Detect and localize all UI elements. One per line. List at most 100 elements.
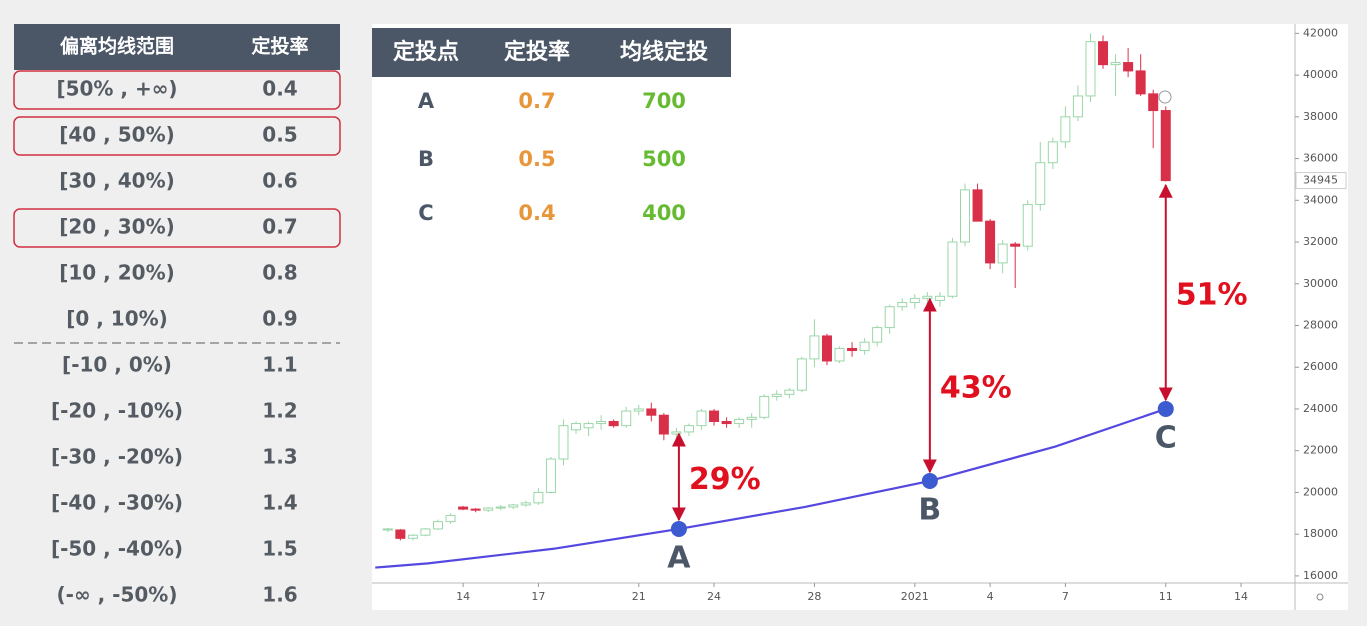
y-tick-label: 42000 xyxy=(1303,26,1338,39)
candle-body xyxy=(671,431,682,435)
x-tick-label: 28 xyxy=(807,590,821,603)
rate-cell: 0.9 xyxy=(262,307,297,331)
x-tick-label: 14 xyxy=(456,590,470,603)
candle-body xyxy=(972,189,983,222)
row-highlight xyxy=(13,116,341,156)
overlay-cell: 500 xyxy=(642,147,686,171)
overlay-header-cell: 均线定投 xyxy=(620,39,708,65)
range-cell: [-50 , -40%) xyxy=(51,537,183,561)
last-price-box xyxy=(1295,172,1347,190)
range-cell: [-30 , -20%) xyxy=(51,445,183,469)
y-tick-label: 30000 xyxy=(1303,277,1338,290)
settings-icon xyxy=(1316,593,1324,601)
candle-body xyxy=(533,491,544,504)
range-cell: [-10 , 0%) xyxy=(62,353,172,377)
candle-body xyxy=(872,327,883,343)
candle-body xyxy=(947,241,958,297)
x-tick-label: 11 xyxy=(1159,590,1173,603)
range-cell: [-20 , -10%) xyxy=(51,399,183,423)
x-tick-label: 2021 xyxy=(901,590,929,603)
candle-body xyxy=(433,521,444,530)
range-cell: (-∞ , -50%) xyxy=(57,583,178,607)
candle-body xyxy=(959,189,970,243)
gap-label: 51% xyxy=(1176,278,1248,313)
candle-body xyxy=(1072,95,1083,118)
candle-body xyxy=(558,425,569,460)
moving-average xyxy=(375,407,1167,569)
point-label: C xyxy=(1155,420,1177,455)
point xyxy=(1157,400,1174,417)
candle-body xyxy=(420,528,431,536)
overlay-cell: C xyxy=(418,201,433,225)
gap-label: 43% xyxy=(940,371,1012,406)
x-tick-label: 17 xyxy=(531,590,545,603)
candle-body xyxy=(859,341,870,352)
overlay-cell: B xyxy=(418,147,434,171)
candle-body xyxy=(1060,116,1071,143)
candle-body xyxy=(834,347,845,362)
chart-panel xyxy=(372,24,1348,610)
overlay-cell: 0.7 xyxy=(518,89,555,113)
candle-body xyxy=(1135,70,1146,95)
candle-body xyxy=(847,347,858,352)
last-price-label: 34945 xyxy=(1303,174,1338,187)
range-cell: [20 , 30%) xyxy=(59,215,175,239)
candle-body xyxy=(1010,243,1021,247)
candle-body xyxy=(1035,162,1046,205)
candle-body xyxy=(909,297,920,304)
candle-body xyxy=(721,420,732,425)
point xyxy=(670,520,687,537)
candle-body xyxy=(458,506,469,510)
rate-cell: 0.5 xyxy=(262,123,297,147)
rate-cell: 0.8 xyxy=(262,261,297,285)
candle-body xyxy=(696,410,707,427)
candle-body xyxy=(1098,41,1109,66)
candle-body xyxy=(1110,62,1121,66)
x-tick-label: 24 xyxy=(707,590,721,603)
candle-body xyxy=(709,410,720,422)
candle-body xyxy=(508,504,519,508)
candle-body xyxy=(809,335,820,360)
y-tick-label: 40000 xyxy=(1303,68,1338,81)
candle-body xyxy=(407,534,418,539)
y-tick-label: 32000 xyxy=(1303,235,1338,248)
candle-body xyxy=(821,335,832,362)
y-tick-label: 24000 xyxy=(1303,402,1338,415)
rate-cell: 1.2 xyxy=(262,399,297,423)
overlay-cell: 0.4 xyxy=(518,201,555,225)
overlay-cell: 700 xyxy=(642,89,686,113)
range-cell: [40 , 50%) xyxy=(59,123,175,147)
candle-body xyxy=(583,423,594,429)
candle-body xyxy=(571,423,582,431)
candle-body xyxy=(545,458,556,493)
overlay-cell: 0.5 xyxy=(518,147,555,171)
row-highlight xyxy=(13,208,341,248)
rate-cell: 1.5 xyxy=(262,537,297,561)
candle-body xyxy=(1085,41,1096,97)
candle-body xyxy=(922,295,933,299)
decor-circle xyxy=(1158,90,1172,104)
candle-body xyxy=(897,302,908,308)
y-tick-label: 18000 xyxy=(1303,527,1338,540)
range-cell: [30 , 40%) xyxy=(59,169,175,193)
point-label: A xyxy=(667,540,691,575)
x-tick-label: 7 xyxy=(1062,590,1069,603)
candle-body xyxy=(395,529,406,539)
overlay-header xyxy=(372,28,731,77)
candle-body xyxy=(734,418,745,425)
overlay-header-cell: 定投率 xyxy=(504,39,570,65)
candle-body xyxy=(445,514,456,523)
candle-body xyxy=(997,243,1008,264)
x-tick-label: 21 xyxy=(632,590,646,603)
candle-body xyxy=(1160,110,1171,182)
rate-cell: 1.6 xyxy=(262,583,297,607)
y-tick-label: 36000 xyxy=(1303,152,1338,165)
table-header xyxy=(14,24,340,70)
candle-body xyxy=(1148,93,1159,112)
y-tick-label: 26000 xyxy=(1303,360,1338,373)
overlay-cell: A xyxy=(418,89,435,113)
rate-cell: 1.4 xyxy=(262,491,297,515)
range-cell: [0 , 10%) xyxy=(66,307,168,331)
y-tick-label: 38000 xyxy=(1303,110,1338,123)
